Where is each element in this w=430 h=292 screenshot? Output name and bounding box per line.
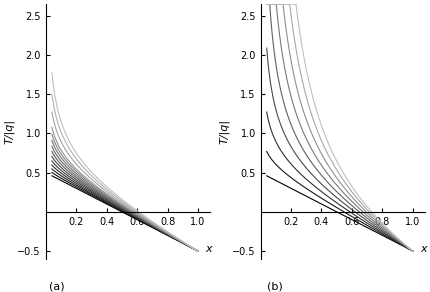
Y-axis label: T/|q|: T/|q|	[4, 119, 15, 144]
Text: (a): (a)	[49, 281, 64, 291]
Y-axis label: T/|q|: T/|q|	[218, 119, 229, 144]
Text: x: x	[419, 244, 426, 254]
Text: (b): (b)	[267, 281, 282, 291]
Text: x: x	[205, 244, 212, 254]
